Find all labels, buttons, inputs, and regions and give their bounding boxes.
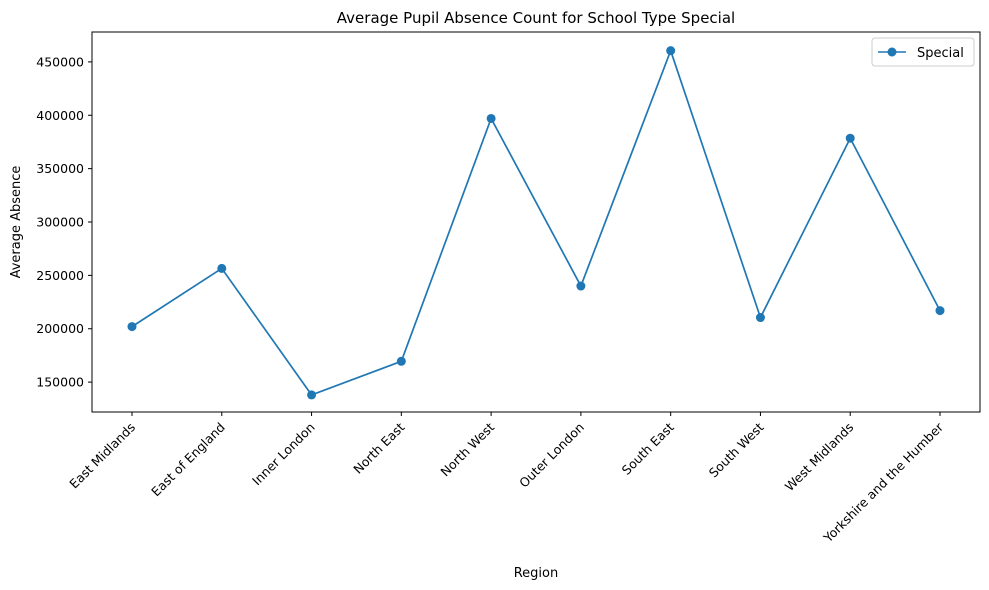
y-tick-label: 150000 bbox=[36, 375, 84, 390]
x-tick-label: Outer London bbox=[516, 420, 587, 491]
x-tick-label: East Midlands bbox=[66, 420, 138, 492]
data-point bbox=[217, 263, 227, 273]
data-point bbox=[935, 306, 945, 316]
y-tick-label: 300000 bbox=[36, 215, 84, 230]
data-point bbox=[127, 322, 137, 332]
x-tick-label: North West bbox=[437, 419, 497, 479]
legend: Special bbox=[871, 37, 975, 67]
legend-marker-swatch bbox=[887, 47, 897, 57]
x-tick-label: East of England bbox=[148, 420, 228, 500]
data-point bbox=[666, 46, 676, 56]
x-tick-label: South East bbox=[619, 419, 677, 477]
y-tick-label: 250000 bbox=[36, 268, 84, 283]
legend-box bbox=[871, 37, 975, 67]
x-tick-label: Inner London bbox=[249, 420, 318, 489]
data-point bbox=[307, 390, 317, 400]
x-tick-label: North East bbox=[350, 419, 407, 476]
x-axis-label: Region bbox=[514, 566, 559, 581]
y-tick-label: 200000 bbox=[36, 321, 84, 336]
legend-label-special: Special bbox=[917, 46, 964, 61]
chart-title: Average Pupil Absence Count for School T… bbox=[337, 9, 735, 27]
x-tick-label: West Midlands bbox=[782, 420, 857, 495]
plot-frame bbox=[91, 31, 981, 413]
plot-area: 150000 200000 250000 300000 350000 400000 4500… bbox=[36, 31, 981, 546]
data-point bbox=[396, 356, 406, 366]
y-tick-label: 400000 bbox=[36, 108, 84, 123]
x-tick-label: South West bbox=[706, 419, 767, 480]
data-point bbox=[755, 313, 765, 323]
y-tick-label: 450000 bbox=[36, 54, 84, 69]
data-point bbox=[576, 281, 586, 291]
y-tick-label: 350000 bbox=[36, 161, 84, 176]
data-point bbox=[486, 113, 496, 123]
data-point bbox=[845, 133, 855, 143]
y-axis-label: Average Absence bbox=[9, 166, 24, 279]
series-line-special bbox=[131, 49, 941, 396]
